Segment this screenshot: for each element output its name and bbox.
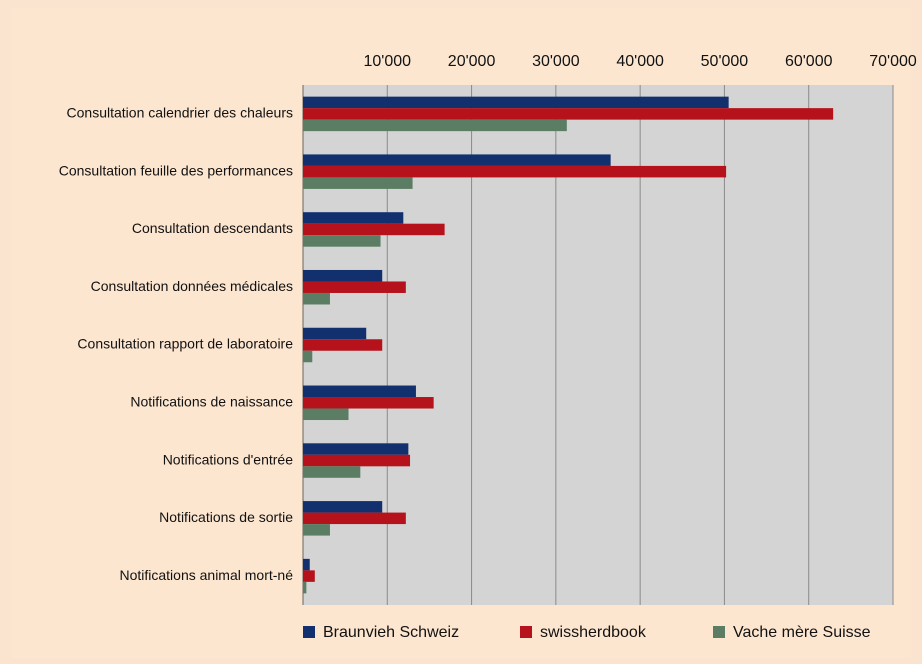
bar	[303, 350, 313, 363]
y-tick-label: Notifications animal mort-né	[119, 567, 293, 583]
legend-swatch	[520, 626, 532, 638]
x-tick-label: 70'000	[869, 53, 917, 70]
bar	[303, 235, 381, 247]
bar	[303, 177, 413, 189]
x-tick-label: 10'000	[364, 53, 412, 70]
bar	[303, 165, 727, 178]
bar	[303, 385, 416, 398]
legend-label: Vache mère Suisse	[733, 624, 871, 641]
bar	[303, 108, 834, 120]
legend-swatch	[713, 626, 725, 638]
y-tick-label: Notifications d'entrée	[163, 451, 294, 467]
bar	[303, 581, 307, 594]
bar	[303, 558, 310, 571]
y-tick-label: Consultation feuille des performances	[59, 162, 293, 178]
bar	[303, 154, 611, 166]
bar	[303, 524, 330, 536]
bar	[303, 512, 406, 525]
x-tick-label: 40'000	[616, 53, 664, 70]
bar	[303, 339, 383, 351]
y-tick-label: Notifications de sortie	[159, 509, 293, 525]
bar	[303, 327, 367, 340]
x-tick-label: 50'000	[701, 53, 749, 70]
bar	[303, 501, 383, 513]
bar	[303, 96, 729, 109]
bar	[303, 454, 411, 467]
x-tick-label: 20'000	[448, 53, 496, 70]
legend-label: Braunvieh Schweiz	[323, 624, 459, 641]
bar	[303, 443, 409, 455]
bar	[303, 119, 567, 132]
y-tick-label: Consultation données médicales	[91, 278, 293, 294]
legend-label: swissherdbook	[540, 624, 647, 641]
bar	[303, 212, 404, 224]
bar	[303, 223, 445, 236]
bar	[303, 292, 330, 305]
y-tick-label: Consultation rapport de laboratoire	[77, 336, 293, 352]
bar	[303, 269, 383, 282]
bar	[303, 408, 349, 421]
bar	[303, 397, 434, 409]
y-tick-label: Consultation calendrier des chaleurs	[67, 105, 293, 121]
x-tick-label: 60'000	[785, 53, 833, 70]
y-tick-label: Consultation descendants	[132, 220, 293, 236]
y-tick-label: Notifications de naissance	[130, 393, 293, 409]
x-tick-label: 30'000	[532, 53, 580, 70]
bar	[303, 466, 361, 478]
bar	[303, 281, 406, 293]
legend-swatch	[303, 626, 315, 638]
bar	[303, 570, 315, 582]
